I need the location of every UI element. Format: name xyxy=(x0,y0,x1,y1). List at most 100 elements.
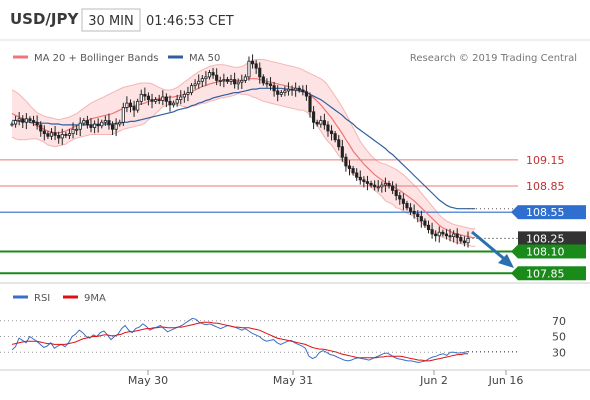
candle-body xyxy=(168,100,172,106)
candle xyxy=(419,210,423,228)
candle xyxy=(261,74,265,86)
legend-rsi-label: RSI xyxy=(34,293,50,304)
candle-body xyxy=(28,118,32,121)
candle xyxy=(157,94,161,105)
candle xyxy=(243,74,247,84)
rsi-lines-group xyxy=(11,317,518,364)
candle-body xyxy=(103,120,107,123)
candle-body xyxy=(46,133,50,137)
candle xyxy=(430,222,434,239)
candle-body xyxy=(383,182,387,186)
candle-body xyxy=(10,123,14,126)
candle xyxy=(426,220,431,234)
candle xyxy=(455,228,459,245)
candle-body xyxy=(17,118,21,121)
candle-body xyxy=(121,107,125,123)
candle-body xyxy=(344,156,348,167)
candle-body xyxy=(186,92,190,95)
candle xyxy=(301,85,305,96)
candle-body xyxy=(204,76,208,80)
candle-body xyxy=(132,106,136,111)
candle-body xyxy=(408,207,413,212)
candle xyxy=(337,135,341,151)
candle xyxy=(139,89,143,106)
candle-body xyxy=(211,72,215,76)
candle xyxy=(197,74,201,89)
candle xyxy=(78,117,82,137)
candle-body xyxy=(207,72,212,78)
candle-body xyxy=(286,88,291,92)
candle xyxy=(182,90,186,103)
candle xyxy=(71,122,75,139)
candle-body xyxy=(53,132,57,136)
candle xyxy=(322,113,326,130)
level-108-85-label: 108.85 xyxy=(526,180,565,193)
candle xyxy=(107,113,111,130)
time-tick-label: Jun 2 xyxy=(419,374,448,387)
candle-body xyxy=(322,120,326,126)
candle xyxy=(57,131,61,144)
candle-body xyxy=(146,95,151,101)
candle-body xyxy=(254,63,258,69)
copyright-text: Research © 2019 Trading Central xyxy=(410,53,577,64)
legend-9ma-label: 9MA xyxy=(84,293,106,304)
candle-body xyxy=(326,124,330,132)
candle-body xyxy=(290,88,294,91)
candle xyxy=(265,78,269,88)
candle xyxy=(189,83,194,96)
level-107-85-box xyxy=(518,266,586,281)
time-axis-labels: May 30 May 31 Jun 2 Jun 16 xyxy=(128,370,523,387)
candle xyxy=(100,119,104,129)
candle xyxy=(222,73,226,88)
candle-body xyxy=(57,134,61,139)
rsi-series-9ma xyxy=(11,321,468,362)
candle xyxy=(114,118,118,137)
candle xyxy=(125,96,129,113)
candle-body xyxy=(297,87,301,91)
candle xyxy=(143,87,147,101)
time-tick-label: May 31 xyxy=(273,374,313,387)
legend-ma20-label: MA 20 + Bollinger Bands xyxy=(34,53,158,64)
candle-body xyxy=(154,99,158,102)
candle xyxy=(175,94,179,107)
candle-body xyxy=(96,123,100,127)
candle xyxy=(355,168,359,181)
candle xyxy=(42,125,46,141)
candle-body xyxy=(340,146,344,158)
bollinger-band-area xyxy=(12,59,476,246)
candle-body xyxy=(347,165,352,169)
candle xyxy=(373,180,377,191)
candle-body xyxy=(21,118,25,123)
candle xyxy=(35,115,39,130)
candle-body xyxy=(391,185,395,191)
ma50-line xyxy=(12,87,476,210)
candle xyxy=(136,98,140,113)
candle xyxy=(53,125,57,141)
candlestick-series xyxy=(10,54,470,248)
candle xyxy=(164,93,168,108)
ma20-line xyxy=(11,78,476,239)
candle-body xyxy=(265,82,269,85)
timeframe-box[interactable] xyxy=(81,8,141,32)
candle xyxy=(96,118,100,133)
level-108-10-label: 108.10 xyxy=(526,245,565,258)
candle xyxy=(294,82,298,97)
candle xyxy=(405,200,409,211)
candle-body xyxy=(218,80,222,82)
candle xyxy=(233,72,237,89)
candle-body xyxy=(67,133,72,136)
level-107-85-pointer xyxy=(511,266,518,281)
candle xyxy=(28,116,32,124)
candle xyxy=(452,230,456,243)
candle-body xyxy=(412,210,416,215)
candle-body xyxy=(31,120,36,123)
candle-body xyxy=(39,124,43,132)
candle-body xyxy=(193,83,197,87)
candle xyxy=(17,111,21,126)
candle-body xyxy=(376,186,380,189)
candle-body xyxy=(373,184,377,188)
candle-body xyxy=(128,102,133,107)
candle xyxy=(398,191,402,205)
candle xyxy=(362,176,366,188)
